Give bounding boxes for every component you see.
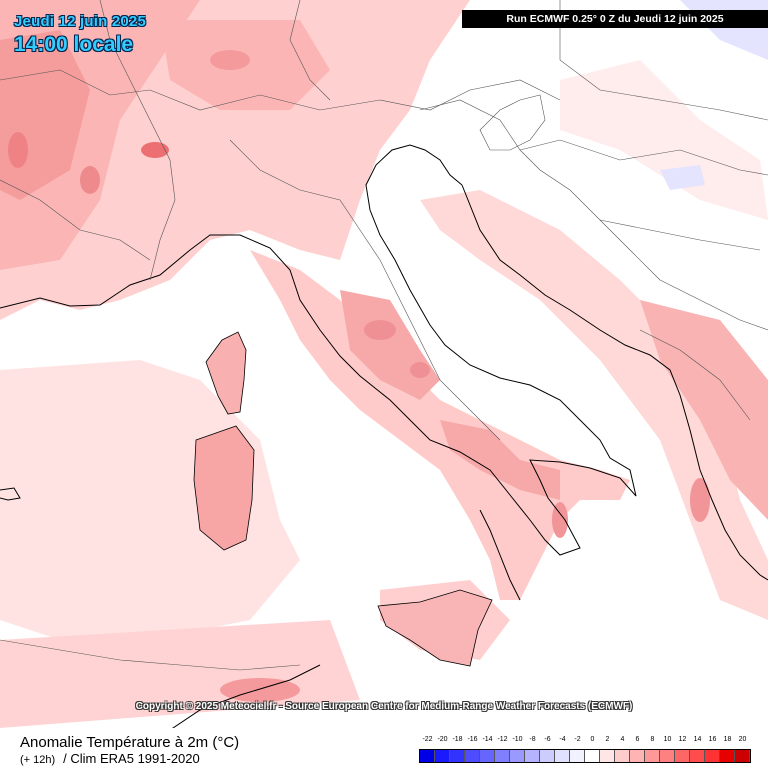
- coastlines: [0, 144, 768, 728]
- legend-swatch: [705, 750, 720, 762]
- legend-swatch: [495, 750, 510, 762]
- map-canvas: [0, 0, 768, 728]
- legend-tick-label: 16: [708, 736, 717, 743]
- legend-tick-label: 4: [620, 736, 625, 743]
- legend-tick-label: -8: [529, 736, 536, 743]
- legend-tick-label: -18: [452, 736, 463, 743]
- map-title: Anomalie Température à 2m (°C): [20, 734, 240, 751]
- legend-tick-label: -14: [482, 736, 493, 743]
- legend-tick-labels: -22 -20 -18 -16 -14 -12 -10 -8 -6 -4 -2 0 2 4 6 8 10 12 14…: [419, 736, 751, 747]
- legend-tick-label: -20: [437, 736, 448, 743]
- legend-swatch: [630, 750, 645, 762]
- forecast-step: (+ 12h): [20, 754, 56, 766]
- legend-swatch: [450, 750, 465, 762]
- legend-tick-label: -4: [559, 736, 566, 743]
- anomaly-map: [0, 0, 768, 728]
- legend-tick-label: 8: [650, 736, 655, 743]
- legend-swatch: [720, 750, 735, 762]
- islands: [193, 331, 493, 667]
- legend-swatch: [525, 750, 540, 762]
- forecast-date: Jeudi 12 juin 2025: [14, 13, 146, 30]
- legend-tick-label: -22: [422, 736, 433, 743]
- legend-tick-label: -6: [544, 736, 551, 743]
- legend-swatch: [735, 750, 750, 762]
- forecast-local-time: 14:00 locale: [14, 33, 134, 56]
- legend-swatch: [435, 750, 450, 762]
- legend-tick-label: -10: [512, 736, 523, 743]
- legend-swatch: [645, 750, 660, 762]
- map-subtitle: (+ 12h) / Clim ERA5 1991-2020: [20, 751, 200, 766]
- legend-tick-label: 0: [590, 736, 595, 743]
- legend-swatch: [420, 750, 435, 762]
- legend-tick-label: -12: [497, 736, 508, 743]
- borders: [0, 0, 768, 671]
- footer-panel: Anomalie Température à 2m (°C) (+ 12h) / …: [0, 728, 768, 768]
- legend-swatch: [675, 750, 690, 762]
- legend-swatch: [690, 750, 705, 762]
- legend-tick-label: 12: [678, 736, 687, 743]
- legend-swatch: [570, 750, 585, 762]
- legend-swatch: [600, 750, 615, 762]
- legend-swatch: [480, 750, 495, 762]
- copyright-notice: Copyright © 2025 Meteociel.fr - Source E…: [135, 701, 633, 712]
- legend-tick-label: -2: [574, 736, 581, 743]
- legend-tick-label: 18: [723, 736, 732, 743]
- legend-swatch: [660, 750, 675, 762]
- legend-tick-label: 2: [605, 736, 610, 743]
- legend-tick-label: 6: [635, 736, 640, 743]
- legend-swatch: [465, 750, 480, 762]
- color-legend: -22 -20 -18 -16 -14 -12 -10 -8 -6 -4 -2 0 2 4 6 8 10 12 14…: [419, 736, 751, 764]
- legend-swatch: [585, 750, 600, 762]
- legend-swatch: [555, 750, 570, 762]
- legend-tick-label: 20: [738, 736, 747, 743]
- legend-tick-label: 10: [663, 736, 672, 743]
- legend-swatches: [419, 749, 751, 763]
- legend-tick-label: 14: [693, 736, 702, 743]
- legend-swatch: [510, 750, 525, 762]
- legend-swatch: [615, 750, 630, 762]
- legend-swatch: [540, 750, 555, 762]
- anomaly-hotspots: [8, 50, 710, 702]
- climatology-reference: / Clim ERA5 1991-2020: [63, 751, 200, 766]
- legend-tick-label: -16: [467, 736, 478, 743]
- run-info-banner: Run ECMWF 0.25° 0 Z du Jeudi 12 juin 202…: [462, 10, 768, 28]
